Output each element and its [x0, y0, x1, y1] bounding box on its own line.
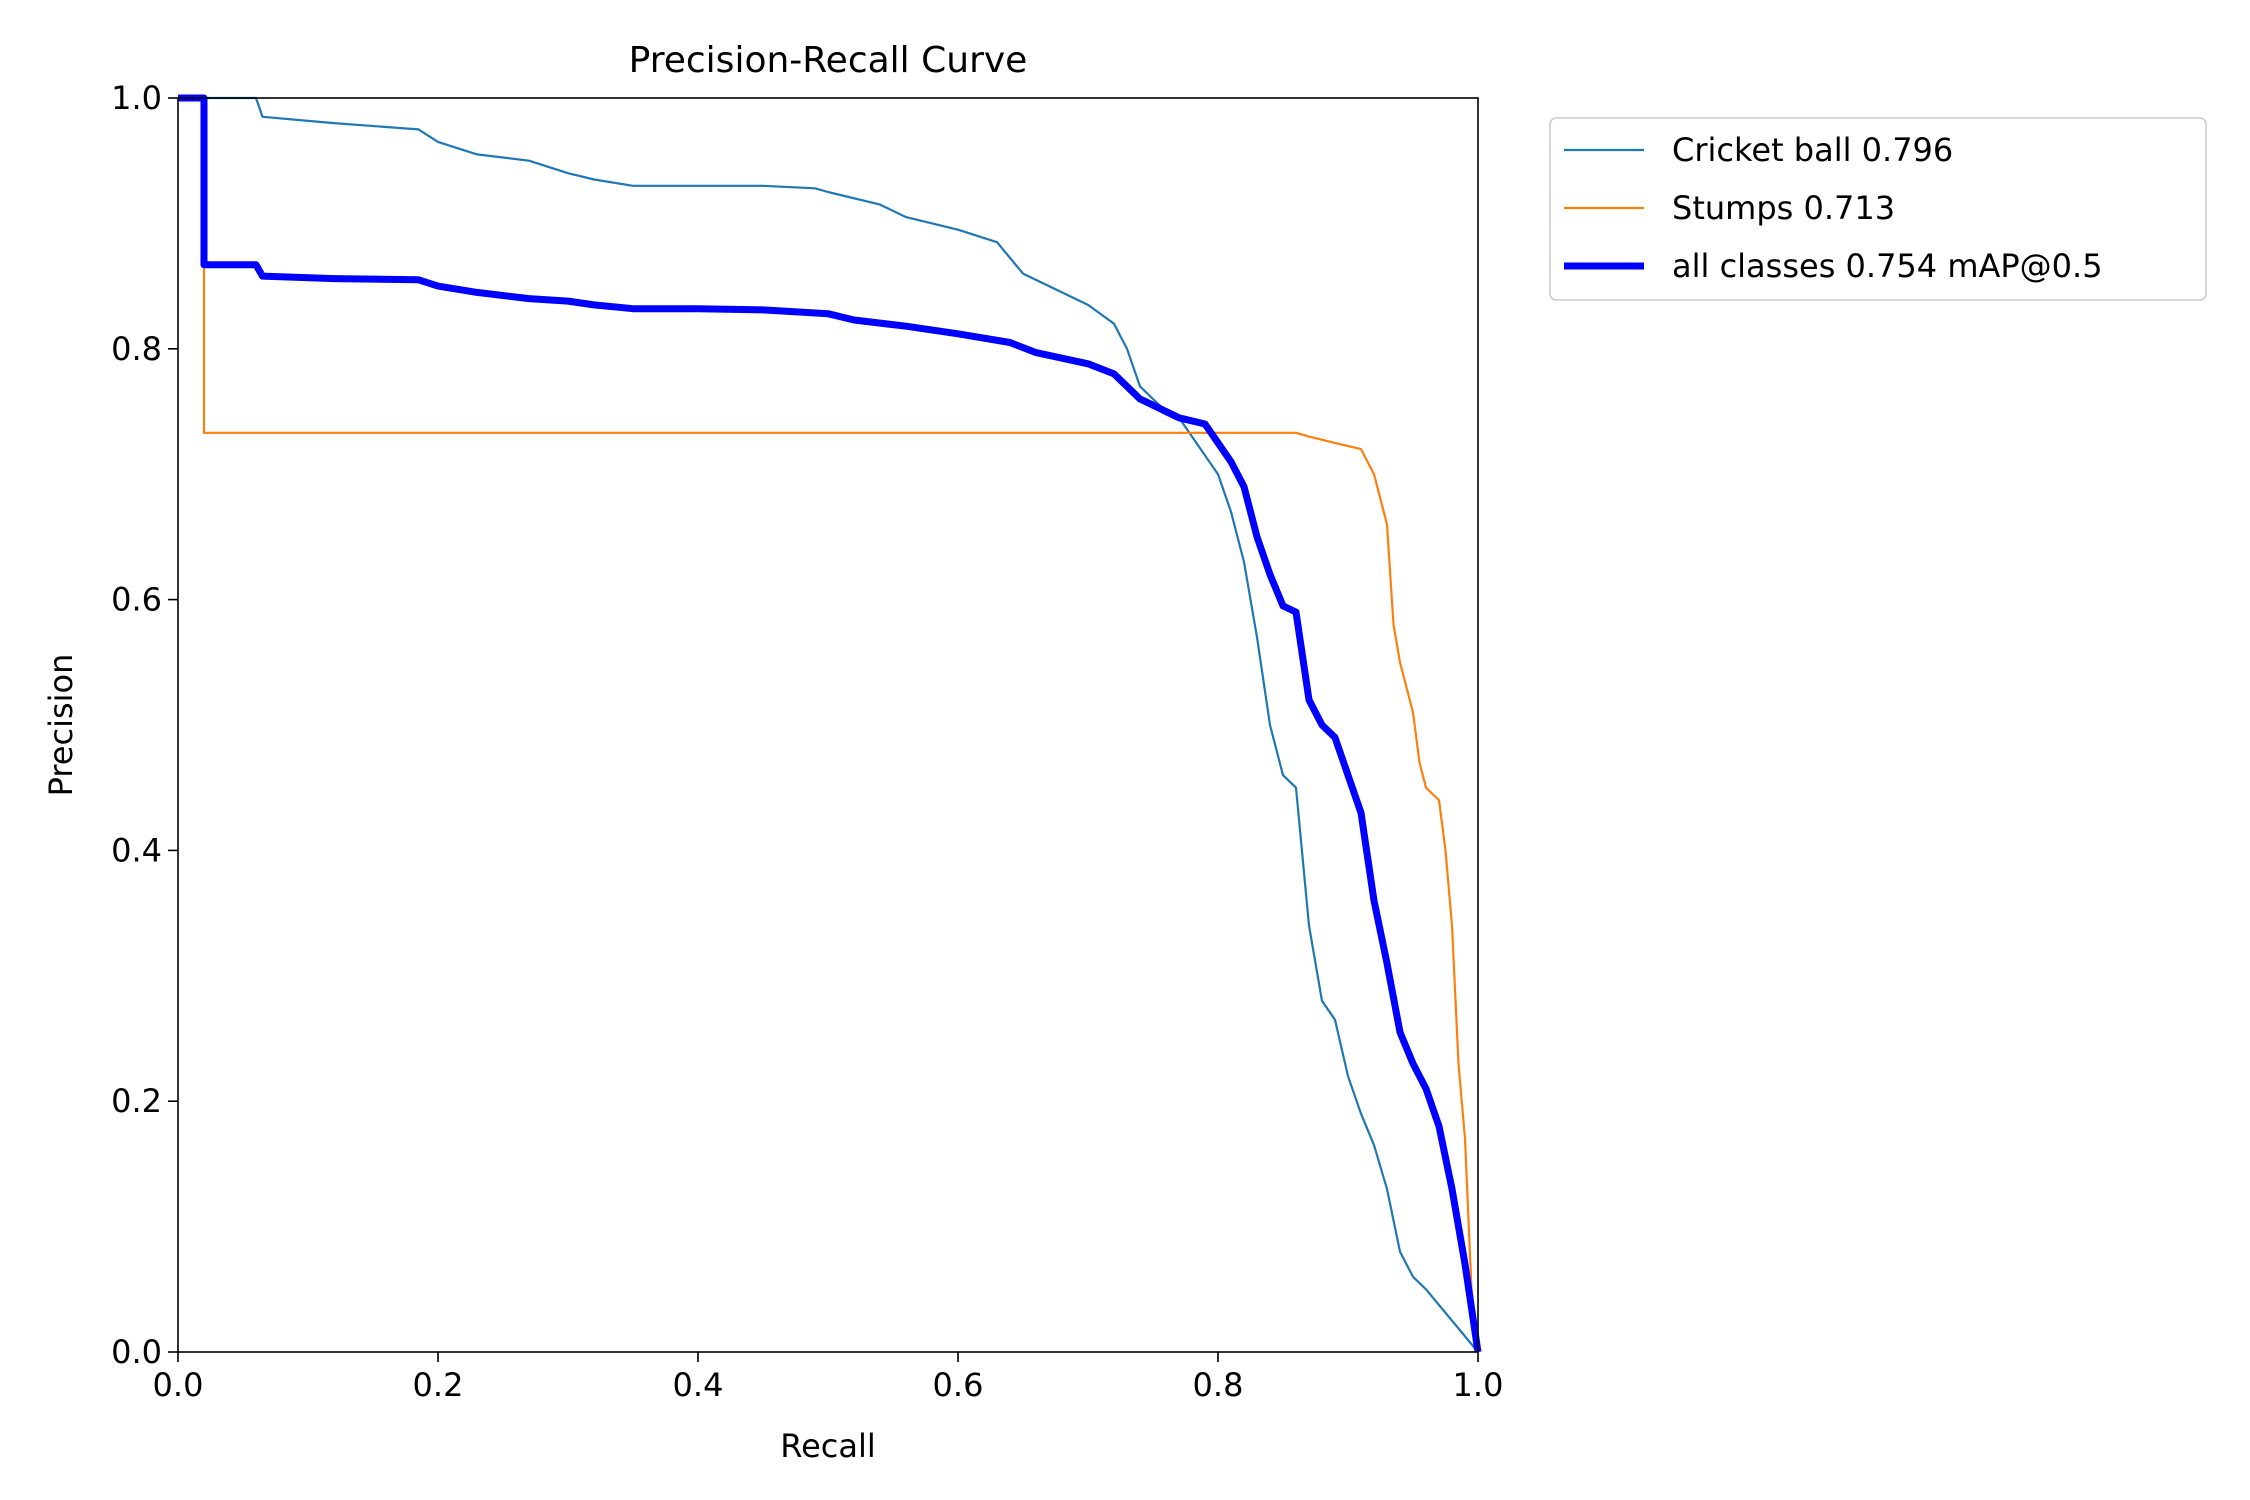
x-tick-label: 0.8	[1193, 1366, 1244, 1404]
x-tick-label: 1.0	[1453, 1366, 1504, 1404]
legend: Cricket ball 0.796 Stumps 0.713 all classe…	[1549, 117, 2207, 301]
x-axis-label: Recall	[780, 1427, 875, 1465]
x-tick-label: 0.0	[153, 1366, 204, 1404]
series-line-0	[178, 96, 1479, 1353]
y-tick-label: 0.8	[111, 330, 162, 368]
y-tick-label: 0.0	[111, 1333, 162, 1371]
series-line-2	[178, 94, 1482, 1353]
x-tick-label: 0.2	[413, 1366, 464, 1404]
plot-area	[178, 98, 1478, 1352]
y-tick-label: 0.6	[111, 581, 162, 619]
plot-frame	[177, 97, 1479, 1353]
legend-box	[1549, 117, 2207, 301]
legend-label-1: Stumps 0.713	[1672, 189, 1895, 227]
y-axis-label: Precision	[42, 654, 80, 797]
chart-title: Precision-Recall Curve	[629, 40, 1028, 81]
y-tick-label: 1.0	[111, 79, 162, 117]
series-layer	[178, 94, 1482, 1353]
x-tick-label: 0.4	[673, 1366, 724, 1404]
legend-label-0: Cricket ball 0.796	[1672, 131, 1953, 169]
x-tick-label: 0.6	[933, 1366, 984, 1404]
y-axis-ticks: 0.0 0.2 0.4 0.6 0.8 1.0	[111, 79, 178, 1371]
legend-label-2: all classes 0.754 mAP@0.5	[1672, 247, 2103, 285]
y-tick-label: 0.4	[111, 831, 162, 869]
x-axis-ticks: 0.0 0.2 0.4 0.6 0.8 1.0	[153, 1352, 1504, 1404]
series-line-1	[178, 96, 1480, 1353]
y-tick-label: 0.2	[111, 1082, 162, 1120]
